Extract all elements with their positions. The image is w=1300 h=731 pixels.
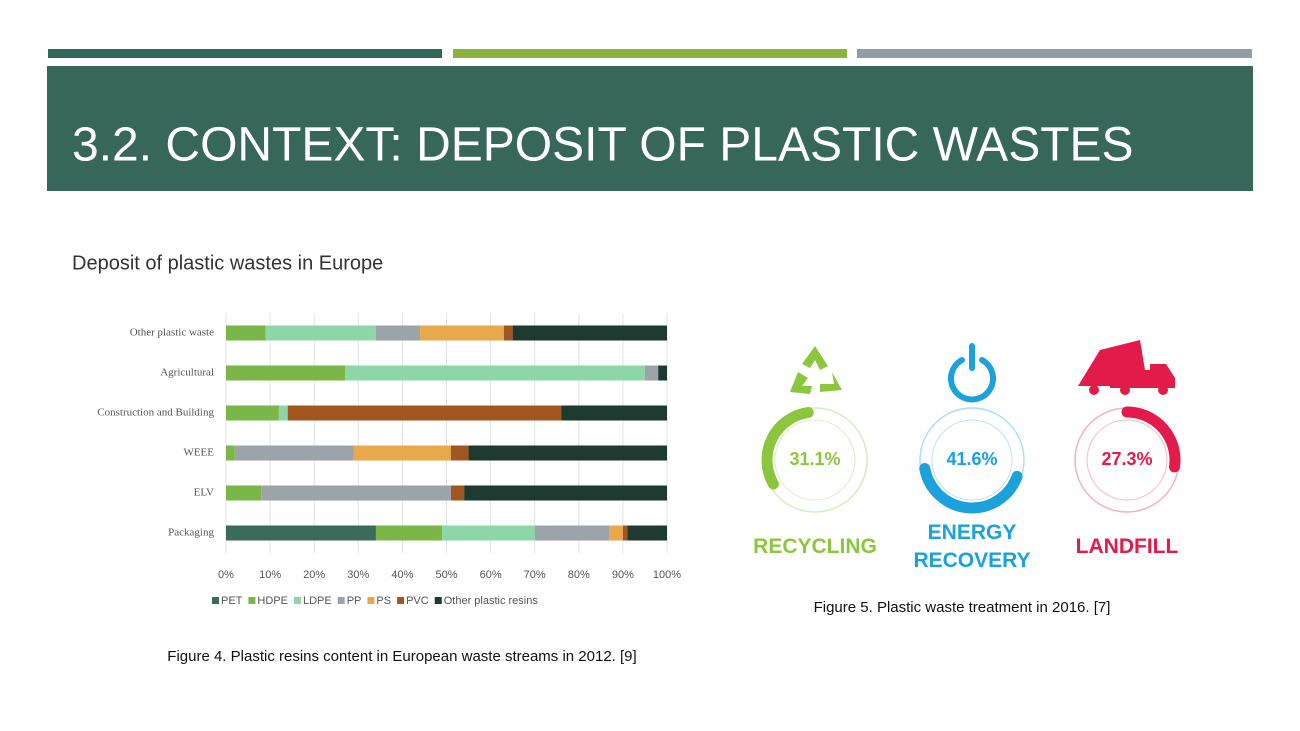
bar-segment [226, 325, 266, 341]
bar-segment [375, 325, 421, 341]
gauge-label: ENERGY RECOVERY [913, 521, 1031, 572]
legend-label: LDPE [303, 595, 332, 607]
bar-segment [512, 325, 667, 341]
legend-swatch [434, 597, 442, 604]
bar-segment [644, 365, 659, 381]
bar-segment [287, 405, 562, 421]
legend-label: PET [221, 595, 243, 607]
gauge-value: 27.3% [1101, 449, 1152, 469]
recycle-icon [790, 346, 842, 394]
bar-segment [278, 405, 288, 421]
legend-label: PS [376, 595, 391, 607]
gauge-label: LANDFILL [1075, 535, 1179, 558]
x-tick-label: 50% [435, 569, 457, 581]
legend-label: PVC [406, 595, 429, 607]
bar-segment [353, 445, 451, 461]
gauge-inner [1086, 419, 1168, 501]
bar-segment [226, 485, 262, 501]
bar-segment [345, 365, 645, 381]
bar-segment [609, 525, 623, 541]
bar-segment [226, 525, 376, 541]
x-tick-label: 60% [480, 569, 502, 581]
bar-segment [226, 405, 279, 421]
x-tick-label: 80% [568, 569, 590, 581]
caption: Figure 5. Plastic waste treatment in 201… [814, 599, 1111, 616]
gauge-label: RECYCLING [753, 535, 877, 558]
gauge-arc [1121, 406, 1181, 473]
x-tick-label: 20% [303, 569, 325, 581]
y-tick-label: WEEE [183, 447, 214, 459]
x-tick-label: 40% [391, 569, 413, 581]
y-tick-label: ELV [194, 487, 214, 499]
legend-label: Other plastic resins [444, 595, 539, 607]
legend-swatch [293, 597, 301, 604]
bar-segment [450, 485, 465, 501]
truck-icon [1078, 340, 1175, 395]
bar-segment [464, 485, 667, 501]
bar-segment [226, 365, 346, 381]
caption: Figure 4. Plastic resins content in Euro… [167, 648, 636, 665]
title-banner [47, 66, 1253, 191]
bar-segment [503, 325, 513, 341]
bar-segment [561, 405, 667, 421]
bar-segment [450, 445, 469, 461]
legend-swatch [212, 597, 219, 604]
accent-bar [453, 49, 847, 58]
gauge-value: 31.1% [789, 449, 840, 469]
gauge-inner [774, 419, 856, 501]
bar-segment [627, 525, 667, 541]
y-tick-label: Agricultural [160, 367, 214, 379]
gauge-inner [931, 419, 1013, 501]
bar-segment [261, 485, 451, 501]
bar-segment [420, 325, 504, 341]
legend-swatch [337, 597, 345, 604]
legend-label: PP [347, 595, 362, 607]
bar-segment [658, 365, 667, 381]
gauge-value: 41.6% [946, 449, 997, 469]
y-tick-label: Other plastic waste [130, 327, 214, 339]
bar-segment [226, 445, 235, 461]
power-icon [948, 343, 996, 403]
bar-segment [265, 325, 376, 341]
x-tick-label: 90% [612, 569, 634, 581]
gauge-arc [761, 406, 814, 490]
bar-segment [234, 445, 354, 461]
legend-swatch [397, 597, 405, 604]
bar-segment [375, 525, 443, 541]
y-tick-label: Packaging [168, 527, 214, 539]
accent-bar [48, 49, 442, 58]
y-tick-label: Construction and Building [97, 407, 214, 419]
x-tick-label: 10% [259, 569, 281, 581]
subtitle: Deposit of plastic wastes in Europe [72, 252, 383, 274]
x-tick-label: 30% [347, 569, 369, 581]
x-tick-label: 0% [218, 569, 234, 581]
gauge-arc [919, 463, 1023, 514]
legend-swatch [248, 597, 256, 604]
bar-segment [622, 525, 628, 541]
legend-label: HDPE [257, 595, 288, 607]
bar-segment [534, 525, 610, 541]
accent-bar [857, 49, 1252, 58]
bar-segment [468, 445, 667, 461]
bar-segment [442, 525, 535, 541]
x-tick-label: 100% [653, 569, 681, 581]
x-tick-label: 70% [524, 569, 546, 581]
slide-title: 3.2. CONTEXT: DEPOSIT OF PLASTIC WASTES [72, 119, 1134, 172]
legend-swatch [367, 597, 375, 604]
